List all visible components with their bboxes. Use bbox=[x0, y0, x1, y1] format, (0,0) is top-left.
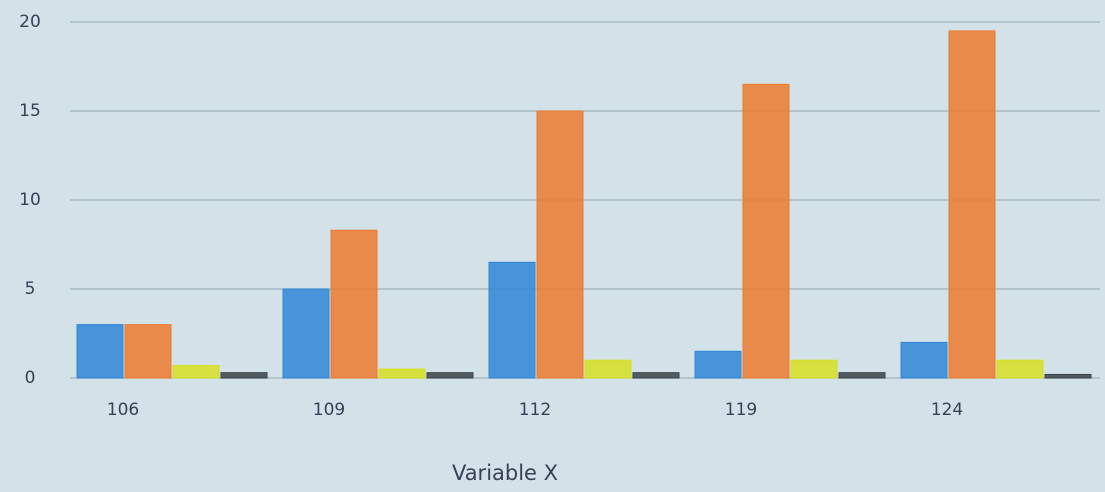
bar bbox=[220, 372, 268, 379]
x-tick-label: 112 bbox=[519, 400, 551, 420]
y-tick-label: 20 bbox=[19, 12, 41, 32]
y-tick-label: 5 bbox=[25, 279, 36, 299]
bar bbox=[76, 324, 124, 379]
bar bbox=[488, 261, 536, 379]
bar bbox=[694, 350, 742, 379]
bar bbox=[1044, 373, 1092, 379]
bar bbox=[948, 30, 996, 379]
bar bbox=[330, 229, 378, 379]
y-tick-label: 15 bbox=[19, 101, 41, 121]
bar bbox=[426, 372, 474, 379]
bar bbox=[282, 288, 330, 379]
x-tick-label: 119 bbox=[725, 400, 757, 420]
bar bbox=[632, 372, 680, 379]
bar bbox=[838, 372, 886, 379]
bar bbox=[584, 359, 632, 379]
x-tick-label: 106 bbox=[107, 400, 139, 420]
y-tick-label: 10 bbox=[19, 190, 41, 210]
y-tick-label: 0 bbox=[25, 368, 36, 388]
bar bbox=[378, 368, 426, 379]
bar bbox=[900, 341, 948, 379]
bar bbox=[124, 324, 172, 379]
bar bbox=[536, 110, 584, 379]
x-tick-label: 124 bbox=[931, 400, 963, 420]
x-axis-title: Variable X bbox=[452, 461, 558, 485]
bar bbox=[790, 359, 838, 379]
bar bbox=[996, 359, 1044, 379]
bar bbox=[172, 365, 220, 379]
bar bbox=[742, 83, 790, 379]
x-tick-label: 109 bbox=[313, 400, 345, 420]
